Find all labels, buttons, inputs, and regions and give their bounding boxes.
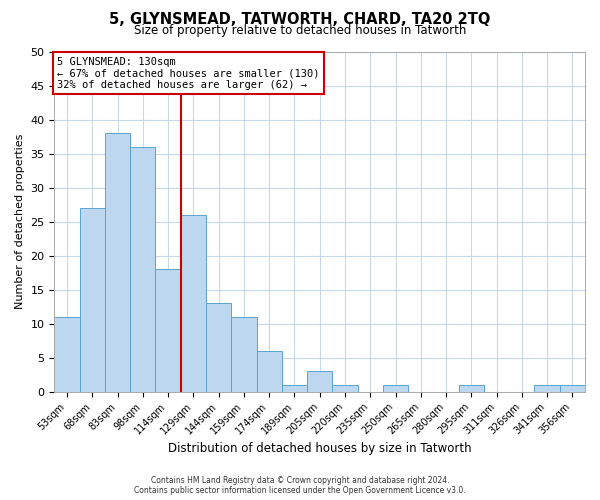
Bar (535, 385, 560, 392)
Bar (206, 304, 231, 392)
Text: 5, GLYNSMEAD, TATWORTH, CHARD, TA20 2TQ: 5, GLYNSMEAD, TATWORTH, CHARD, TA20 2TQ (109, 12, 491, 28)
Text: Contains HM Land Registry data © Crown copyright and database right 2024.
Contai: Contains HM Land Registry data © Crown c… (134, 476, 466, 495)
Y-axis label: Number of detached properties: Number of detached properties (15, 134, 25, 310)
Bar (130, 147, 155, 392)
Bar (80, 208, 105, 392)
Bar (560, 385, 585, 392)
Bar (231, 317, 257, 392)
Bar (332, 385, 358, 392)
Bar (307, 372, 332, 392)
Bar (55, 317, 80, 392)
Bar (282, 385, 307, 392)
Bar (458, 385, 484, 392)
Bar (181, 215, 206, 392)
Bar (155, 270, 181, 392)
Bar (383, 385, 408, 392)
X-axis label: Distribution of detached houses by size in Tatworth: Distribution of detached houses by size … (168, 442, 472, 455)
Text: 5 GLYNSMEAD: 130sqm
← 67% of detached houses are smaller (130)
32% of detached h: 5 GLYNSMEAD: 130sqm ← 67% of detached ho… (57, 56, 320, 90)
Bar (105, 133, 130, 392)
Text: Size of property relative to detached houses in Tatworth: Size of property relative to detached ho… (134, 24, 466, 37)
Bar (257, 351, 282, 392)
